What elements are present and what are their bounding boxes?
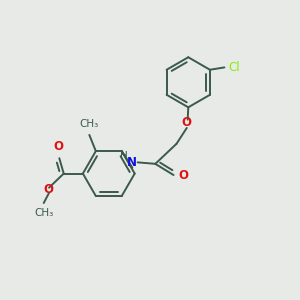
Text: O: O: [54, 140, 64, 153]
Text: O: O: [178, 169, 189, 182]
Text: CH₃: CH₃: [34, 208, 53, 218]
Text: Cl: Cl: [229, 61, 240, 74]
Text: H: H: [120, 151, 128, 161]
Text: CH₃: CH₃: [79, 119, 98, 129]
Text: N: N: [127, 156, 137, 169]
Text: O: O: [182, 116, 192, 129]
Text: O: O: [44, 183, 53, 196]
